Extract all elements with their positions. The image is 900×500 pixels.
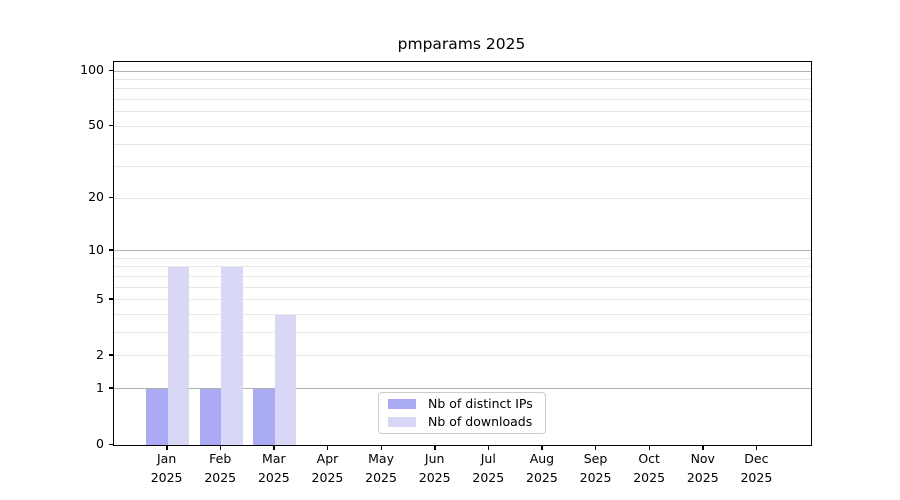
x-tick-mark <box>595 445 597 450</box>
major-gridline <box>114 70 811 72</box>
plot-area <box>113 61 812 446</box>
minor-gridline <box>114 99 811 101</box>
major-gridline <box>114 388 811 390</box>
y-tick-mark <box>109 249 114 251</box>
minor-gridline <box>114 286 811 288</box>
y-tick-label: 10 <box>88 241 104 257</box>
y-tick-mark <box>109 69 114 71</box>
bar-distinct-ips <box>253 388 275 445</box>
legend: Nb of distinct IPs Nb of downloads <box>378 392 546 434</box>
x-tick-label: Sep 2025 <box>579 451 612 485</box>
x-tick-label: Jun 2025 <box>418 451 451 485</box>
x-tick-label: Dec 2025 <box>740 451 773 485</box>
bar-downloads <box>274 314 297 445</box>
y-tick-label: 20 <box>88 189 104 205</box>
minor-gridline <box>114 276 811 278</box>
x-tick-mark <box>487 445 490 450</box>
minor-gridline <box>114 266 811 268</box>
y-tick-label: 5 <box>96 290 104 306</box>
x-tick-mark <box>166 445 168 450</box>
x-tick-mark <box>702 445 704 450</box>
minor-gridline <box>114 125 811 127</box>
x-tick-label: Mar 2025 <box>257 451 290 485</box>
minor-gridline <box>114 79 811 81</box>
y-tick-label: 0 <box>96 436 104 451</box>
legend-swatch-downloads <box>388 417 416 427</box>
y-tick-label: 100 <box>80 62 104 78</box>
chart-title: pmparams 2025 <box>397 35 526 53</box>
minor-gridline <box>114 299 811 301</box>
minor-gridline <box>114 111 811 113</box>
legend-label-downloads: Nb of downloads <box>428 414 533 429</box>
y-tick-mark <box>109 354 114 356</box>
minor-gridline <box>114 166 811 168</box>
y-tick-mark <box>109 298 114 300</box>
minor-gridline <box>114 88 811 90</box>
x-tick-label: Jan 2025 <box>150 451 183 485</box>
bar-distinct-ips <box>199 388 222 445</box>
minor-gridline <box>114 143 811 145</box>
x-tick-mark <box>273 445 275 450</box>
y-tick-label: 1 <box>96 379 104 395</box>
legend-entry-downloads: Nb of downloads <box>388 415 537 429</box>
minor-gridline <box>114 332 811 334</box>
y-tick-mark <box>109 196 114 199</box>
x-tick-mark <box>541 445 543 450</box>
y-tick-mark <box>109 124 114 127</box>
major-gridline <box>114 250 811 252</box>
legend-entry-distinct-ips: Nb of distinct IPs <box>388 397 537 411</box>
y-tick-mark <box>109 443 114 445</box>
x-tick-mark <box>326 445 329 450</box>
x-tick-label: Feb 2025 <box>204 451 237 485</box>
x-tick-label: Apr 2025 <box>311 451 344 485</box>
minor-gridline <box>114 197 811 199</box>
x-tick-mark <box>434 445 436 450</box>
legend-swatch-distinct-ips <box>388 399 416 409</box>
minor-gridline <box>114 257 811 259</box>
minor-gridline <box>114 355 811 357</box>
y-tick-label: 2 <box>96 346 104 362</box>
x-tick-label: Aug 2025 <box>526 451 558 485</box>
x-tick-label: Oct 2025 <box>633 451 666 485</box>
x-tick-mark <box>380 445 382 450</box>
minor-gridline <box>114 314 811 316</box>
x-tick-label: May 2025 <box>365 451 397 485</box>
bar-downloads <box>167 266 190 445</box>
bar-distinct-ips <box>146 388 168 445</box>
legend-label-distinct-ips: Nb of distinct IPs <box>428 396 533 411</box>
x-tick-mark <box>219 445 222 450</box>
y-tick-mark <box>109 387 114 389</box>
x-tick-label: Nov 2025 <box>686 451 719 485</box>
y-tick-label: 50 <box>88 117 104 133</box>
x-tick-mark <box>648 445 651 450</box>
x-tick-label: Jul 2025 <box>472 451 505 485</box>
bar-downloads <box>221 266 243 445</box>
x-tick-mark <box>755 445 758 450</box>
